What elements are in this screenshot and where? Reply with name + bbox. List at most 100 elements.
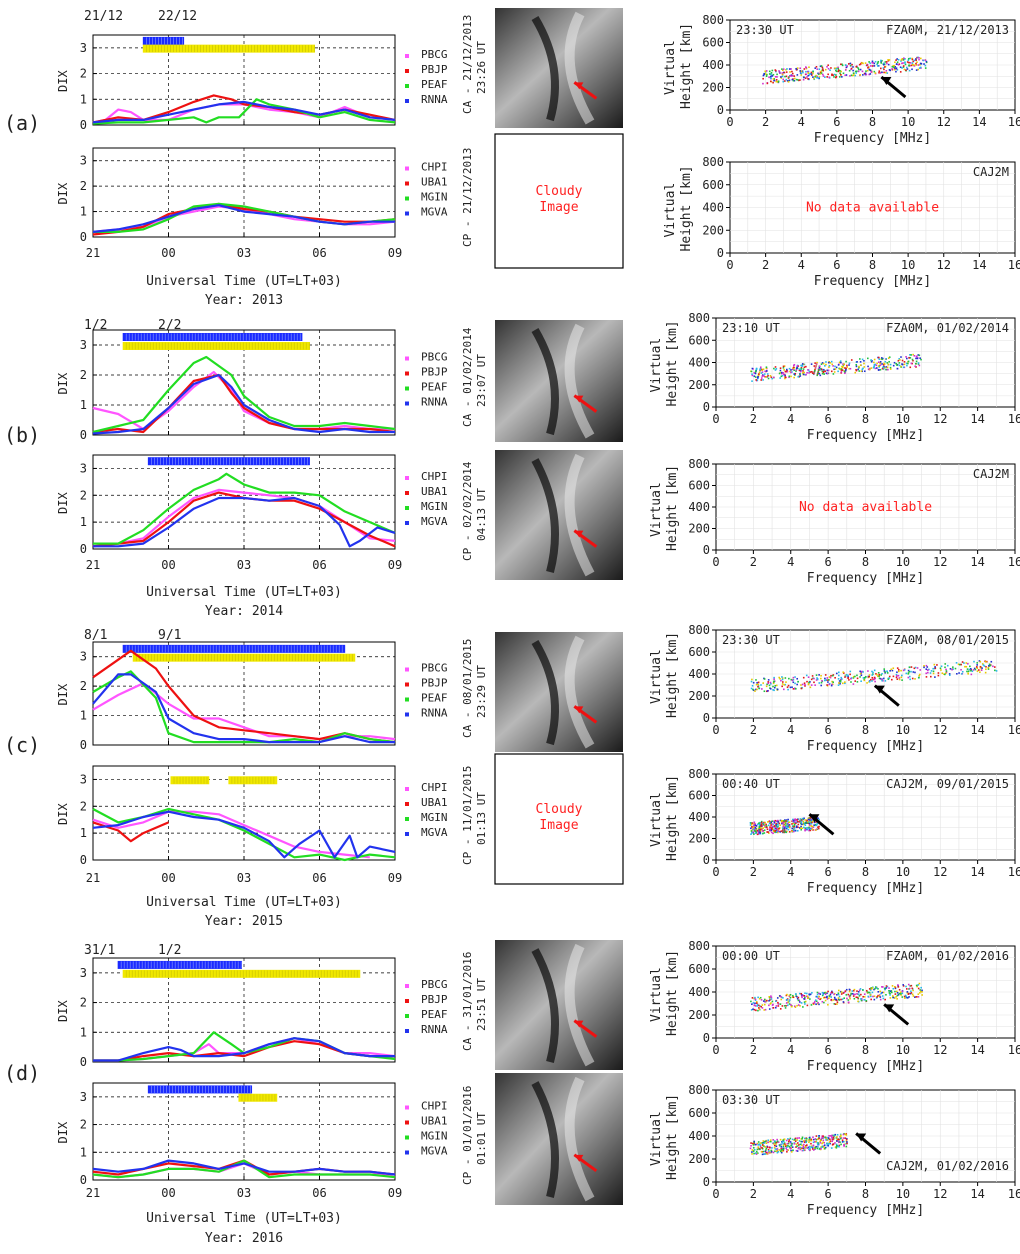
echo-point bbox=[841, 998, 844, 1001]
echo-point bbox=[782, 825, 785, 828]
echo-point bbox=[833, 1134, 835, 1137]
y-tick-label: 800 bbox=[688, 767, 710, 781]
legend-swatch-chpi bbox=[405, 1105, 409, 1110]
echo-point bbox=[877, 987, 879, 990]
echo-point bbox=[777, 819, 779, 822]
legend-swatch-pbjp bbox=[405, 682, 409, 687]
echo-point bbox=[844, 369, 847, 372]
echo-point bbox=[777, 1005, 780, 1007]
echo-point bbox=[778, 1144, 781, 1147]
echo-point bbox=[862, 677, 865, 679]
echo-point bbox=[958, 672, 960, 674]
echo-point bbox=[856, 681, 859, 683]
echo-point bbox=[808, 370, 811, 373]
echo-point bbox=[932, 670, 935, 673]
echo-point bbox=[912, 995, 915, 997]
ionogram-station: FZA0M, 21/12/2013 bbox=[886, 23, 1009, 37]
echo-point bbox=[808, 829, 810, 832]
echo-point bbox=[832, 999, 835, 1001]
echo-point bbox=[877, 356, 880, 359]
echo-point bbox=[906, 991, 909, 993]
echo-point bbox=[853, 988, 856, 991]
echo-point bbox=[777, 1141, 780, 1143]
echo-point bbox=[829, 993, 832, 996]
echo-point bbox=[775, 830, 778, 833]
echo-point bbox=[839, 990, 842, 993]
echo-point bbox=[823, 1146, 825, 1148]
echo-point bbox=[795, 67, 797, 70]
echo-point bbox=[759, 996, 762, 999]
echo-point bbox=[759, 821, 761, 824]
echo-point bbox=[792, 825, 794, 828]
echo-point bbox=[807, 70, 810, 73]
echo-point bbox=[839, 1133, 842, 1136]
echo-point bbox=[764, 1153, 767, 1155]
echo-point bbox=[750, 1009, 753, 1011]
echo-point bbox=[783, 829, 786, 831]
echo-point bbox=[900, 59, 903, 61]
y-tick-label: 3 bbox=[80, 154, 87, 168]
echo-point bbox=[768, 820, 771, 822]
echo-point bbox=[873, 676, 876, 679]
echo-point bbox=[861, 368, 864, 371]
aurora-band bbox=[564, 323, 595, 439]
echo-point bbox=[774, 76, 777, 78]
echo-point bbox=[786, 824, 788, 826]
x-tick-label: 06 bbox=[312, 558, 326, 572]
echo-point bbox=[781, 820, 784, 822]
echo-point bbox=[837, 67, 839, 70]
echo-point bbox=[755, 370, 757, 372]
echo-point bbox=[859, 358, 861, 360]
camera-bottom: CP - 01/01/2016 01:01 UT bbox=[461, 1073, 623, 1205]
echo-point bbox=[836, 1133, 839, 1136]
echo-point bbox=[811, 820, 813, 822]
echo-point bbox=[818, 76, 821, 78]
echo-point bbox=[822, 1135, 824, 1137]
legend-label: MGVA bbox=[421, 206, 448, 219]
echo-point bbox=[774, 684, 777, 687]
y-tick-label: 1 bbox=[80, 709, 87, 723]
echo-point bbox=[856, 996, 859, 999]
echo-point bbox=[802, 71, 804, 74]
echo-point bbox=[850, 68, 852, 71]
echo-point bbox=[874, 60, 877, 63]
echo-point bbox=[883, 365, 885, 368]
echo-point bbox=[809, 1145, 811, 1148]
echo-point bbox=[787, 826, 790, 829]
echo-point bbox=[788, 1139, 791, 1141]
echo-point bbox=[926, 666, 929, 668]
echo-point bbox=[788, 821, 791, 824]
echo-point bbox=[782, 69, 784, 72]
echo-point bbox=[783, 1005, 786, 1007]
echo-point bbox=[818, 366, 821, 369]
echo-point bbox=[789, 1147, 792, 1150]
echo-point bbox=[764, 73, 767, 75]
echo-point bbox=[758, 1007, 760, 1009]
y-tick-label: 3 bbox=[80, 772, 87, 786]
echo-point bbox=[776, 997, 779, 999]
echo-point bbox=[760, 825, 762, 828]
echo-point bbox=[765, 823, 767, 826]
echo-point bbox=[810, 684, 813, 686]
echo-point bbox=[795, 369, 798, 371]
echo-point bbox=[786, 1149, 788, 1151]
echo-point bbox=[978, 660, 981, 662]
x-tick-label: 8 bbox=[862, 1043, 869, 1057]
echo-point bbox=[766, 373, 769, 375]
echo-point bbox=[801, 372, 804, 374]
echo-point bbox=[783, 821, 785, 824]
echo-point bbox=[842, 992, 845, 994]
echo-point bbox=[750, 823, 753, 826]
legend-swatch-rnna bbox=[405, 1029, 409, 1033]
echo-point bbox=[819, 1141, 822, 1144]
echo-point bbox=[889, 992, 891, 995]
echo-point bbox=[901, 679, 903, 681]
echo-point bbox=[751, 373, 753, 375]
echo-point bbox=[776, 81, 779, 83]
echo-point bbox=[842, 364, 845, 366]
echo-point bbox=[813, 370, 816, 372]
echo-point bbox=[918, 354, 921, 357]
echo-point bbox=[795, 825, 798, 828]
x-tick-label: 0 bbox=[726, 258, 733, 272]
cloudy-text: Cloudy bbox=[536, 184, 583, 199]
